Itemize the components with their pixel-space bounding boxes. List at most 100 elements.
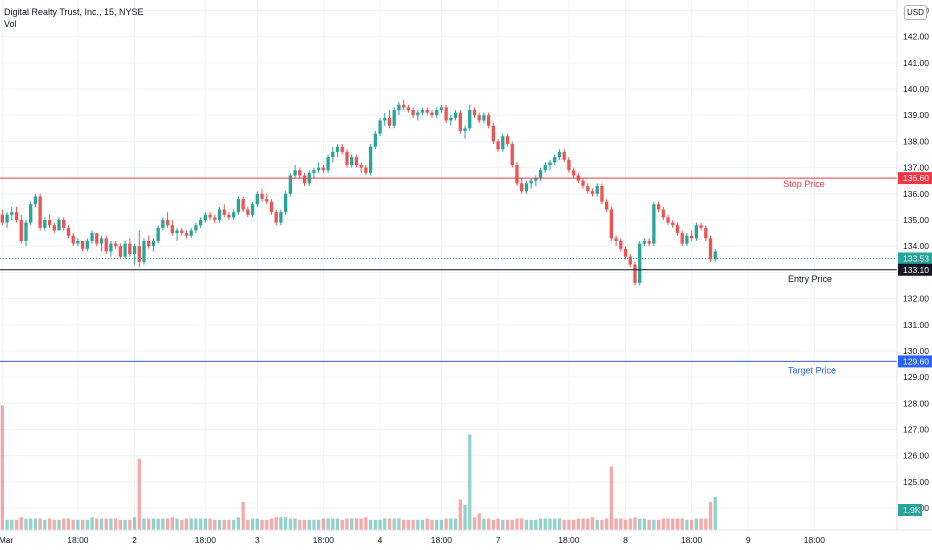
volume-bar bbox=[165, 518, 170, 530]
candle-body bbox=[38, 196, 42, 228]
entry-price-label: Entry Price bbox=[788, 274, 832, 284]
candle-body bbox=[359, 165, 363, 168]
stop-price-label: Stop Price bbox=[783, 179, 825, 189]
candle-body bbox=[378, 120, 382, 134]
time-tick-label: 9 bbox=[746, 535, 751, 545]
candle-body bbox=[496, 141, 500, 150]
candle-body bbox=[420, 110, 425, 113]
price-tick-label: 135.00 bbox=[903, 215, 929, 225]
volume-bar bbox=[114, 518, 118, 530]
volume-bar bbox=[401, 519, 406, 530]
price-tick-label: 132.00 bbox=[903, 294, 929, 304]
volume-bar bbox=[213, 519, 217, 530]
volume-bar bbox=[283, 517, 288, 530]
volume-bar bbox=[420, 519, 425, 530]
candle-body bbox=[656, 204, 661, 210]
volume-bar bbox=[378, 519, 382, 530]
candle-body bbox=[14, 212, 19, 220]
time-tick-label: 18:00 bbox=[558, 535, 580, 545]
volume-bar bbox=[279, 517, 283, 530]
volume-bar bbox=[425, 518, 429, 530]
volume-bar bbox=[581, 518, 585, 530]
volume-bar bbox=[501, 519, 505, 530]
volume-bar bbox=[118, 519, 123, 530]
candle-body bbox=[505, 136, 510, 145]
candle-body bbox=[477, 115, 481, 121]
volume-bar bbox=[416, 519, 420, 530]
candle-body bbox=[444, 107, 448, 121]
candle-body bbox=[595, 185, 599, 194]
candle-body bbox=[123, 243, 127, 257]
volume-bar bbox=[463, 504, 467, 530]
candle-body bbox=[501, 136, 505, 150]
volume-bar bbox=[29, 518, 33, 530]
candle-body bbox=[170, 225, 174, 234]
price-tick-label: 125.00 bbox=[903, 477, 929, 487]
chart-legend: Digital Realty Trust, Inc., 15, NYSE Vol bbox=[4, 6, 144, 30]
volume-bar bbox=[312, 519, 316, 530]
candle-body bbox=[368, 146, 373, 173]
candle-body bbox=[562, 151, 566, 160]
candle-body bbox=[293, 170, 297, 176]
last-volume-tag-label: 1.9K bbox=[903, 505, 921, 515]
candle-body bbox=[704, 227, 708, 239]
volume-bar bbox=[99, 518, 104, 530]
volume-bar bbox=[449, 518, 453, 530]
entry-price-tag bbox=[898, 263, 932, 276]
volume-bar bbox=[515, 518, 519, 530]
price-axis: 143.00142.00141.00140.00139.00138.00137.… bbox=[896, 0, 932, 550]
candle-body bbox=[453, 112, 458, 118]
price-candles bbox=[0, 99, 717, 286]
candle-body bbox=[397, 104, 401, 110]
candle-body bbox=[472, 110, 477, 116]
candle-body bbox=[619, 240, 623, 249]
volume-bar bbox=[548, 518, 552, 530]
volume-bar bbox=[491, 519, 496, 530]
candle-body bbox=[213, 217, 217, 220]
volume-bar bbox=[689, 519, 694, 530]
candle-body bbox=[57, 220, 61, 231]
time-axis-background bbox=[0, 530, 932, 550]
volume-bar bbox=[189, 518, 193, 530]
volume-bar bbox=[482, 518, 486, 530]
candle-body bbox=[52, 225, 56, 231]
volume-bar bbox=[496, 518, 500, 530]
volume-bar bbox=[505, 519, 510, 530]
candle-body bbox=[350, 157, 354, 165]
volume-bar bbox=[227, 519, 231, 530]
candle-body bbox=[71, 235, 75, 244]
volume-bar bbox=[151, 518, 156, 530]
price-tick-label: 128.00 bbox=[903, 398, 929, 408]
volume-bar bbox=[708, 502, 713, 530]
volume-bar bbox=[453, 518, 458, 530]
candle-body bbox=[666, 217, 670, 223]
volume-bar bbox=[128, 519, 132, 530]
candle-body bbox=[274, 212, 278, 223]
volume-bar bbox=[675, 518, 680, 530]
volume-bar bbox=[274, 517, 278, 530]
candle-body bbox=[534, 178, 538, 181]
candle-body bbox=[628, 256, 632, 265]
candle-body bbox=[241, 199, 245, 210]
volume-bar bbox=[307, 519, 311, 530]
candle-body bbox=[430, 112, 434, 116]
candle-body bbox=[387, 117, 392, 126]
candle-body bbox=[411, 110, 415, 116]
candle-body bbox=[66, 227, 71, 236]
volume-bar bbox=[666, 518, 670, 530]
candle-body bbox=[600, 185, 604, 202]
candle-body bbox=[5, 214, 9, 223]
candle-body bbox=[708, 238, 713, 260]
volume-bar bbox=[520, 518, 524, 530]
currency-button[interactable]: USD bbox=[904, 5, 927, 20]
candle-body bbox=[175, 230, 179, 234]
volume-bar bbox=[232, 519, 236, 530]
price-tick-label: 138.00 bbox=[903, 136, 929, 146]
volume-bar bbox=[19, 517, 23, 530]
volume-bar bbox=[652, 519, 656, 530]
volume-bar bbox=[354, 518, 359, 530]
candle-body bbox=[524, 183, 529, 192]
target-price-tag bbox=[898, 355, 932, 368]
volume-bar bbox=[161, 518, 165, 530]
